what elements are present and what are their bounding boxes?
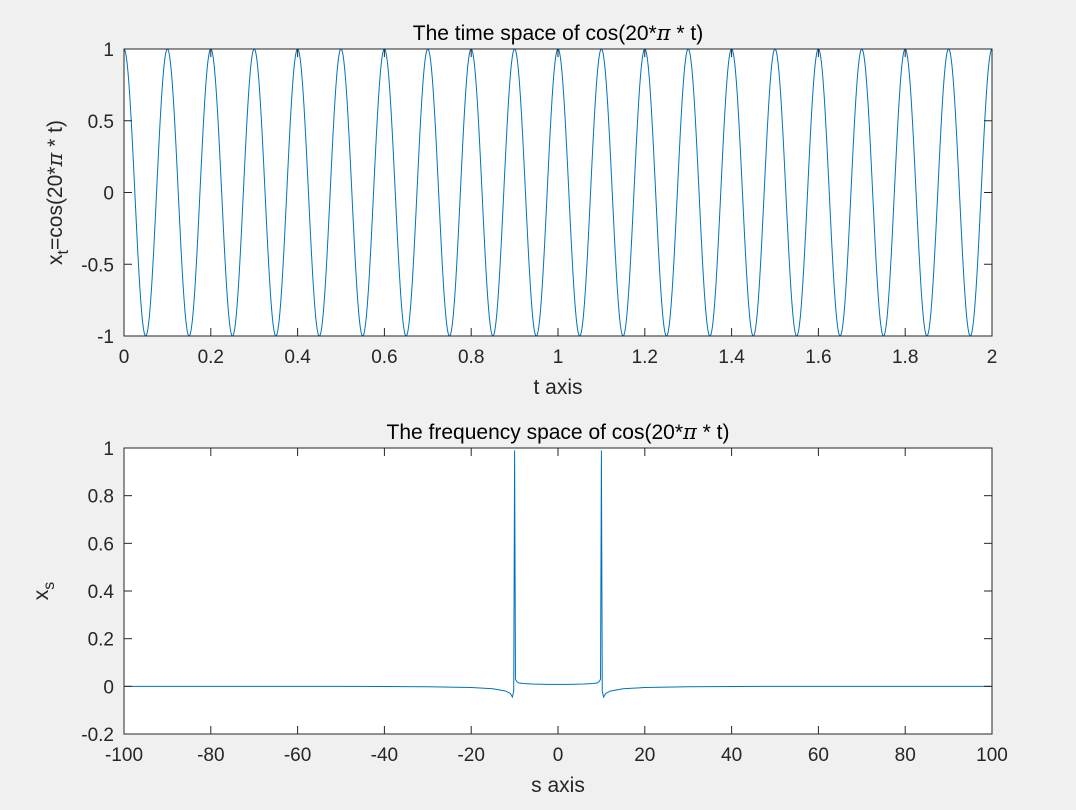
x-tick-label: -100 [105,745,143,766]
x-axis-label: s axis [531,774,585,797]
x-tick-label: -80 [197,745,224,766]
x-tick-label: 1.6 [805,347,831,368]
chart-title: The time space of cos(20*π * t) [413,21,703,45]
x-tick-label: 20 [634,745,655,766]
x-tick-label: 40 [721,745,742,766]
data-line-group [124,450,992,699]
y-tick-label: -0.2 [81,725,114,746]
y-tick-label: 0.2 [88,630,114,651]
x-tick-label: 0.6 [371,347,397,368]
x-tick-label: -40 [371,745,398,766]
tick-group: -100 -80 -60 -40 -20 0 20 40 60 80 100 -0.2 0 0.2 0.4 0… [81,439,1008,766]
plot-area-background [124,448,992,734]
y-tick-label: 1 [103,439,114,460]
x-tick-label: 0.8 [458,347,484,368]
x-tick-label: 80 [895,745,916,766]
y-axis-label: xs [30,582,58,601]
data-line [124,450,992,699]
y-tick-label: 0 [103,677,114,698]
x-tick-label: 2 [987,347,998,368]
y-tick-label: 0 [103,184,114,205]
y-tick-label: -0.5 [81,255,114,276]
x-axis-label: t axis [533,376,582,399]
x-tick-label: 1.2 [632,347,658,368]
y-tick-label: -1 [97,327,114,348]
x-tick-label: 0.2 [198,347,224,368]
y-tick-label: 0.5 [88,112,114,133]
x-tick-label: 60 [808,745,829,766]
x-tick-label: -60 [284,745,311,766]
x-tick-label: 1.8 [892,347,918,368]
y-tick-label: 0.6 [88,534,114,555]
tick-group: 0 0.2 0.4 0.6 0.8 1 1.2 1.4 1.6 1.8 2 -1 -0.5 0 0.5 1 [81,40,997,368]
frequency-domain-subplot: -100 -80 -60 -40 -20 0 20 40 60 80 100 -0.2 0 0.2 0.4 0… [30,420,1008,797]
plot-area-background [124,49,992,336]
x-tick-label: 0 [553,745,564,766]
time-domain-subplot: 0 0.2 0.4 0.6 0.8 1 1.2 1.4 1.6 1.8 2 -1 -0.5 0 0.5 1 T… [43,21,997,399]
x-tick-label: 0.4 [284,347,311,368]
y-tick-label: 0.4 [88,582,115,603]
y-axis-label: xt=cos(20*π * t) [43,120,72,265]
x-tick-label: 100 [976,745,1008,766]
x-tick-label: 0 [119,347,130,368]
chart-title: The frequency space of cos(20*π * t) [387,420,730,444]
y-tick-label: 0.8 [88,487,114,508]
y-tick-label: 1 [103,40,114,61]
x-tick-label: -20 [457,745,484,766]
x-tick-label: 1 [553,347,564,368]
x-tick-label: 1.4 [718,347,745,368]
